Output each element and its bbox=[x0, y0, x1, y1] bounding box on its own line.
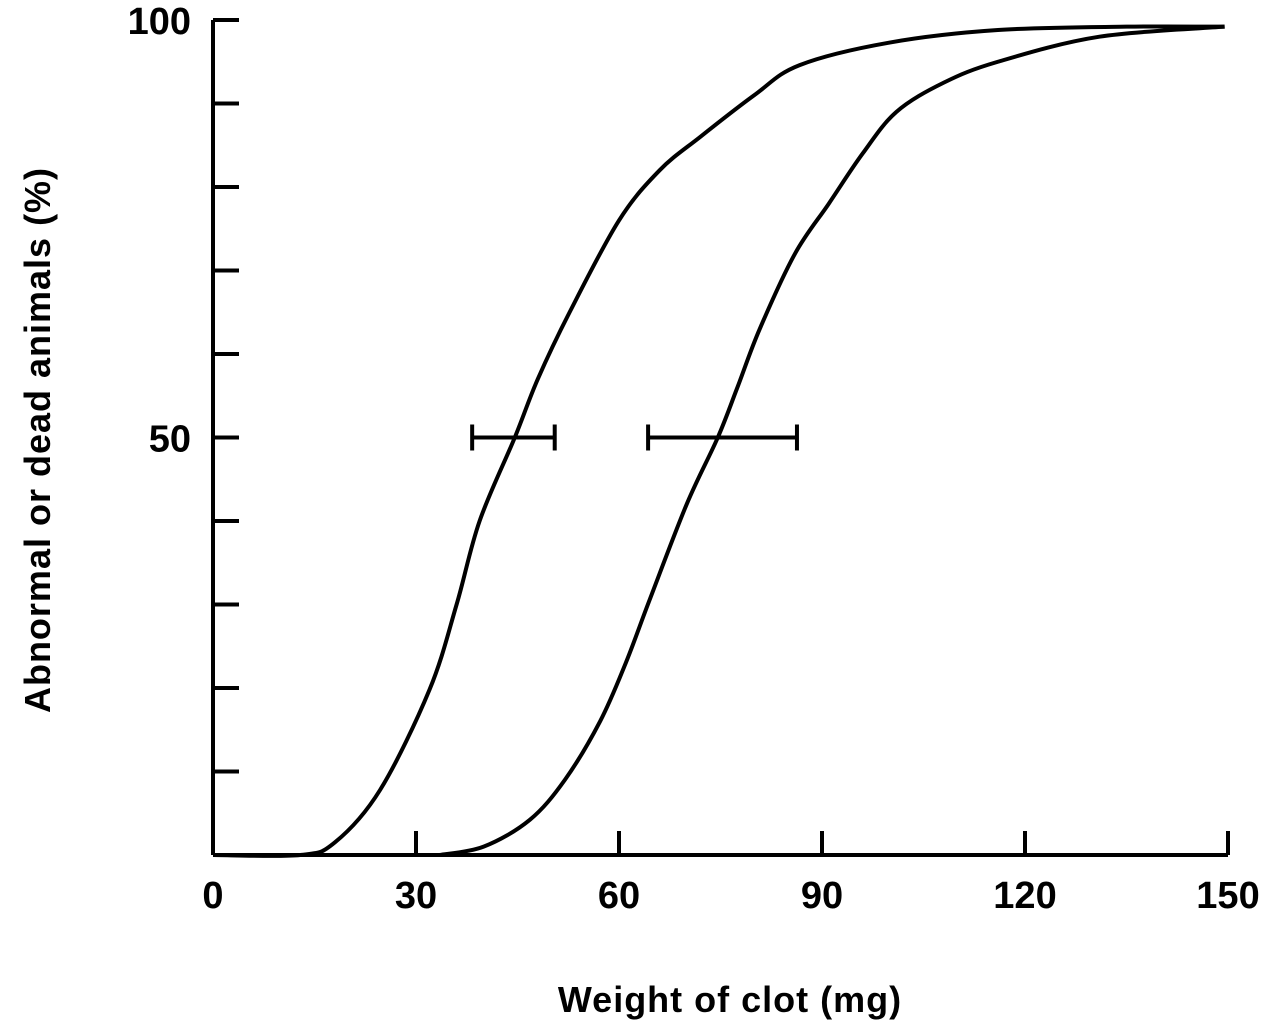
y-axis-label: Abnormal or dead animals (%) bbox=[17, 167, 58, 713]
tick-labels: 50 100 0 30 60 90 120 150 bbox=[128, 1, 1260, 917]
x-tick-label: 0 bbox=[202, 875, 223, 917]
x-tick-label: 60 bbox=[598, 875, 640, 917]
curve-1 bbox=[212, 24, 1225, 858]
x-tick-label: 30 bbox=[395, 875, 437, 917]
axes bbox=[211, 18, 1230, 857]
x-tick-label: 90 bbox=[801, 875, 843, 917]
y-tick-label: 100 bbox=[128, 1, 191, 43]
series-group bbox=[212, 24, 1225, 858]
x-axis-label: Weight of clot (mg) bbox=[558, 979, 902, 1020]
y-tick-label: 50 bbox=[149, 419, 191, 461]
curve-2 bbox=[439, 24, 1225, 857]
x-tick-label: 150 bbox=[1196, 875, 1259, 917]
x-tick-label: 120 bbox=[993, 875, 1056, 917]
